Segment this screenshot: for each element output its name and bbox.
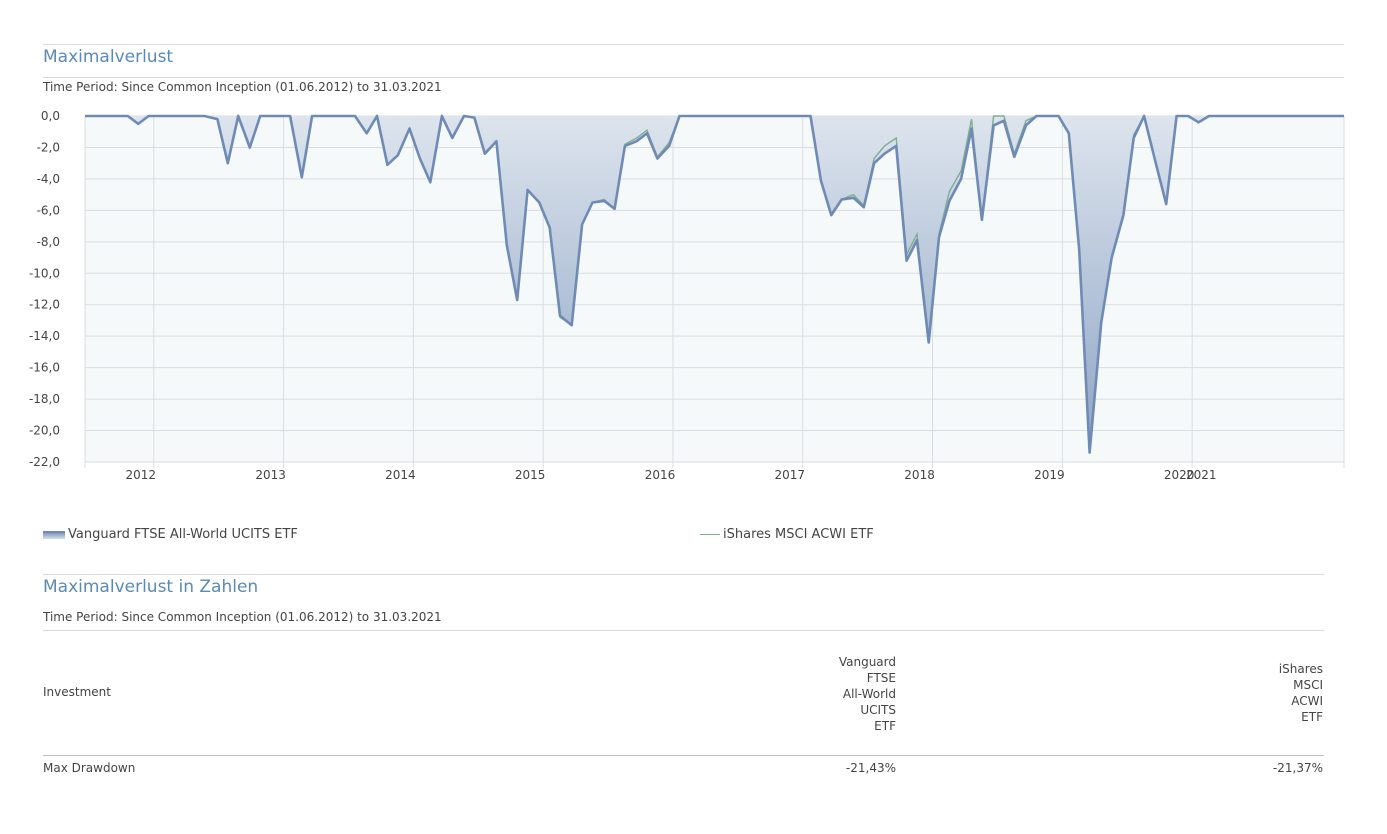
x-tick-label: 2020: [1164, 468, 1195, 482]
table-header-divider: [43, 755, 1324, 756]
y-tick-label: 0,0: [41, 109, 60, 123]
y-tick-label: -8,0: [37, 235, 60, 249]
x-tick-label: 2014: [385, 468, 416, 482]
plot-background: [85, 116, 1344, 462]
x-tick-label: 2016: [645, 468, 676, 482]
x-tick-label: 2018: [904, 468, 935, 482]
vanguard-area: [85, 116, 1344, 453]
column-header-word: iShares: [1278, 662, 1323, 676]
column-header-word: All-World: [842, 687, 896, 701]
top-divider: [43, 44, 1344, 45]
drawdown-chart: 0,0 -2,0 -4,0 -6,0 -8,0 -10,0 -12,0 -14,0 -16,0 -…: [29, 109, 1345, 482]
x-tick-label: 2017: [775, 468, 806, 482]
legend-swatch-line: [700, 534, 720, 535]
legend-swatch-area: [43, 530, 65, 539]
title-divider: [43, 77, 1344, 78]
y-tick-label: -22,0: [29, 455, 60, 469]
column-header-word: ACWI: [1291, 694, 1323, 708]
y-tick-label: -4,0: [37, 172, 60, 186]
table-top-divider: [43, 574, 1324, 575]
column-header-ishares: iShares MSCI ACWI ETF: [1279, 661, 1323, 725]
chart-time-period: Time Period: Since Common Inception (01.…: [43, 80, 442, 94]
x-tick-label: 2013: [255, 468, 286, 482]
y-tick-label: -20,0: [29, 424, 60, 438]
table-title-divider: [43, 630, 1324, 631]
y-tick-label: -10,0: [29, 266, 60, 280]
y-tick-label: -16,0: [29, 361, 60, 375]
investment-header: Investment: [43, 685, 111, 699]
column-header-word: UCITS: [860, 703, 896, 717]
column-header-vanguard: Vanguard FTSE All-World UCITS ETF: [839, 654, 896, 734]
legend-label-vanguard: Vanguard FTSE All-World UCITS ETF: [68, 527, 298, 542]
legend-item-vanguard[interactable]: Vanguard FTSE All-World UCITS ETF: [43, 527, 298, 542]
axes: 0,0 -2,0 -4,0 -6,0 -8,0 -10,0 -12,0 -14,0 -16,0 -…: [29, 109, 1217, 482]
legend-label-ishares: iShares MSCI ACWI ETF: [723, 527, 874, 542]
y-tick-label: -14,0: [29, 329, 60, 343]
x-tick-label: 2021: [1186, 468, 1217, 482]
vanguard-line: [85, 114, 1344, 454]
series-layer: [85, 113, 1344, 454]
y-tick-label: -18,0: [29, 392, 60, 406]
max-drawdown-vanguard: -21,43%: [845, 761, 896, 775]
y-tick-label: -6,0: [37, 203, 60, 217]
column-header-word: MSCI: [1293, 678, 1323, 692]
legend-item-ishares[interactable]: iShares MSCI ACWI ETF: [700, 527, 874, 542]
x-tick-label: 2012: [126, 468, 157, 482]
column-header-word: FTSE: [866, 671, 896, 685]
y-tick-label: -12,0: [29, 298, 60, 312]
x-tick-label: 2015: [515, 468, 546, 482]
table-time-period: Time Period: Since Common Inception (01.…: [43, 610, 442, 624]
column-header-word: Vanguard: [838, 655, 896, 669]
y-tick-label: -2,0: [37, 140, 60, 154]
table-section-title: Maximalverlust in Zahlen: [43, 577, 259, 597]
chart-section-title: Maximalverlust: [43, 47, 174, 67]
column-header-word: ETF: [1301, 710, 1323, 724]
column-header-word: ETF: [874, 719, 896, 733]
max-drawdown-label: Max Drawdown: [43, 761, 136, 775]
x-tick-label: 2019: [1034, 468, 1065, 482]
max-drawdown-ishares: -21,37%: [1272, 761, 1323, 775]
